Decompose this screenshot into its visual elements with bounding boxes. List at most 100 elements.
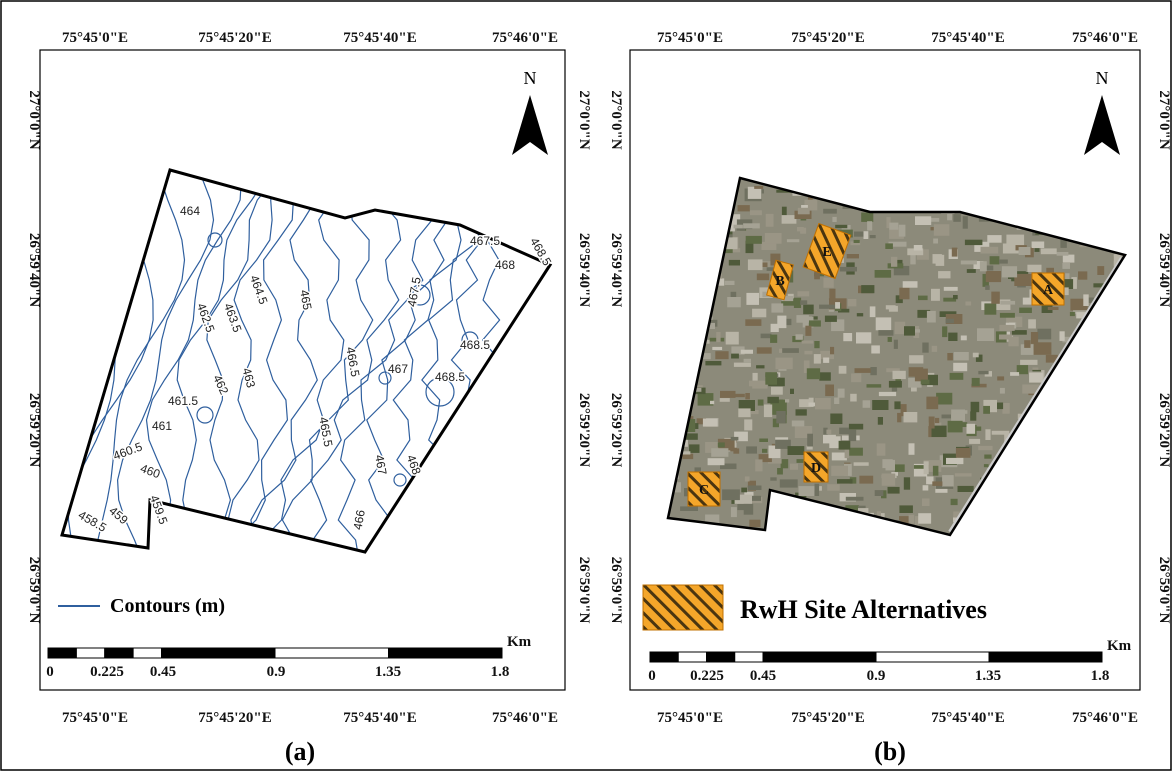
image-texture (923, 485, 929, 490)
x-coordinate-label: 75°45'20"E (198, 710, 272, 726)
image-texture (818, 180, 828, 186)
image-texture (798, 507, 810, 516)
image-texture (859, 200, 872, 207)
image-texture (712, 347, 722, 350)
image-texture (682, 380, 690, 386)
image-texture (909, 443, 915, 455)
image-texture (811, 192, 825, 197)
scale-segment (389, 648, 503, 658)
image-texture (1057, 400, 1074, 403)
image-texture (703, 188, 713, 198)
image-texture (745, 393, 750, 399)
legend-label: RwH Site Alternatives (740, 595, 987, 624)
image-texture (708, 458, 725, 465)
image-texture (1062, 200, 1066, 206)
image-texture (978, 446, 992, 450)
image-texture (1010, 372, 1019, 376)
image-texture (809, 320, 821, 326)
image-texture (973, 353, 979, 358)
image-texture (802, 341, 814, 344)
image-texture (1119, 495, 1131, 507)
image-texture (1045, 525, 1061, 534)
image-texture (1119, 196, 1130, 205)
x-coordinate-label: 75°46'0"E (1072, 710, 1138, 726)
image-texture (857, 313, 863, 316)
image-texture (823, 278, 833, 288)
north-label: N (524, 68, 537, 88)
image-texture (980, 261, 987, 271)
image-texture (1065, 273, 1069, 279)
image-texture (1075, 347, 1091, 356)
image-texture (918, 530, 923, 536)
image-texture (991, 292, 1000, 304)
image-texture (770, 477, 776, 480)
image-texture (1100, 213, 1114, 223)
image-texture (1109, 360, 1121, 371)
image-texture (894, 401, 900, 409)
image-texture (685, 388, 701, 392)
image-texture (1088, 419, 1097, 429)
image-texture (1095, 310, 1113, 320)
image-texture (977, 328, 994, 341)
image-texture (888, 487, 900, 494)
image-texture (1108, 452, 1118, 460)
image-texture (767, 397, 779, 403)
image-texture (971, 402, 980, 412)
image-texture (904, 412, 918, 422)
image-texture (990, 256, 1000, 264)
image-texture (934, 224, 950, 236)
image-texture (670, 369, 686, 380)
image-texture (1000, 313, 1015, 318)
image-texture (950, 373, 964, 380)
image-texture (840, 267, 857, 272)
image-texture (796, 334, 803, 340)
image-texture (980, 180, 990, 184)
image-texture (1045, 453, 1060, 463)
image-texture (1064, 367, 1081, 372)
image-texture (999, 335, 1012, 340)
image-texture (1114, 468, 1125, 473)
scale-label: 0 (46, 664, 54, 680)
image-texture (909, 515, 915, 524)
image-texture (669, 538, 673, 549)
image-texture (978, 371, 988, 374)
image-texture (741, 350, 753, 354)
image-texture (954, 352, 969, 360)
scale-unit: Km (507, 634, 532, 650)
image-texture (1084, 354, 1089, 362)
x-coordinate-label: 75°45'40"E (931, 30, 1005, 46)
image-texture (999, 325, 1014, 331)
image-texture (1136, 339, 1152, 348)
image-texture (770, 335, 777, 343)
image-texture (1084, 344, 1091, 353)
image-texture (917, 178, 929, 191)
image-texture (768, 537, 776, 546)
image-texture (680, 506, 698, 511)
image-texture (945, 184, 950, 191)
image-texture (1073, 529, 1079, 540)
panel-caption: (b) (874, 737, 906, 766)
image-texture (847, 254, 859, 258)
image-texture (730, 448, 737, 452)
image-texture (1125, 224, 1138, 231)
image-texture (933, 466, 939, 476)
image-texture (826, 430, 831, 435)
image-texture (986, 200, 1002, 204)
legend-swatch (643, 585, 723, 630)
image-texture (817, 513, 827, 524)
image-texture (718, 442, 725, 447)
image-texture (921, 380, 930, 385)
image-texture (1083, 294, 1088, 306)
image-texture (764, 405, 772, 418)
image-texture (899, 288, 909, 300)
y-coordinate-label: 26°59'40"N (1156, 233, 1172, 307)
image-texture (710, 401, 714, 404)
image-texture (744, 504, 754, 515)
image-texture (879, 172, 890, 178)
image-texture (664, 286, 670, 298)
image-texture (933, 254, 942, 264)
image-texture (999, 260, 1008, 264)
image-texture (916, 196, 922, 206)
image-texture (782, 215, 797, 224)
image-texture (897, 185, 913, 188)
